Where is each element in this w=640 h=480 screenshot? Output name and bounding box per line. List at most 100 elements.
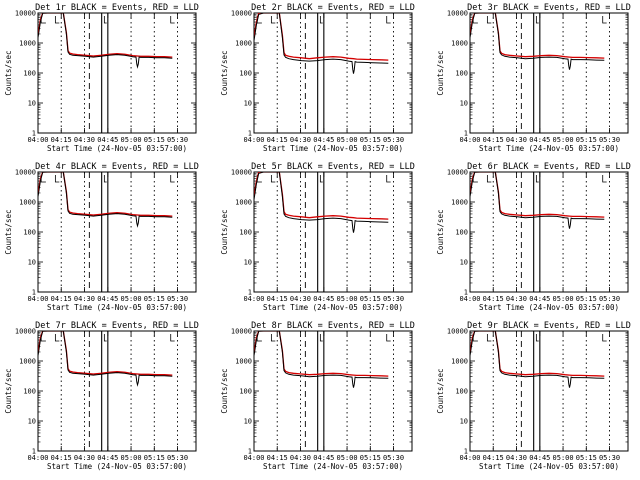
- panel-det-2: Det 2r BLACK = Events, RED = LLD 1 10 100 10…: [220, 3, 415, 153]
- plot-frame: [253, 330, 413, 452]
- x-tick-label: 04:30: [506, 295, 527, 303]
- interval-bracket: [270, 16, 276, 24]
- x-tick-label: 04:45: [313, 136, 334, 144]
- series-line-lld: [38, 331, 173, 376]
- interval-bracket: [319, 175, 323, 183]
- interval-bracket: [319, 334, 323, 342]
- panel-title: Det 1r BLACK = Events, RED = LLD: [35, 3, 199, 13]
- y-tick-label: 1000: [19, 358, 36, 366]
- interval-bracket: [170, 16, 175, 24]
- y-axis-label: Counts/sec: [4, 50, 13, 95]
- y-tick-label: 10: [244, 418, 252, 426]
- y-tick-label: 1000: [451, 358, 468, 366]
- interval-bracket: [270, 175, 276, 183]
- y-tick-label: 1000: [235, 358, 252, 366]
- series-line-lld: [470, 331, 605, 377]
- y-axis-label: Counts/sec: [436, 209, 445, 254]
- y-tick-label: 10000: [231, 328, 252, 336]
- x-tick-label: 04:00: [27, 454, 48, 462]
- series-line-events: [38, 13, 173, 69]
- x-tick-label: 05:30: [599, 136, 620, 144]
- plot-frame: [253, 171, 413, 293]
- y-tick-label: 10: [244, 100, 252, 108]
- series-line-events: [470, 13, 605, 70]
- interval-bracket: [386, 334, 391, 342]
- x-axis-label: Start Time (24-Nov-05 03:57:00): [47, 144, 187, 153]
- y-tick-label: 1000: [235, 40, 252, 48]
- x-tick-label: 05:30: [167, 136, 188, 144]
- series-line-lld: [254, 13, 389, 61]
- interval-bracket: [535, 334, 539, 342]
- y-tick-label: 100: [23, 229, 36, 237]
- x-tick-label: 04:30: [74, 295, 95, 303]
- y-tick-label: 1: [32, 448, 36, 456]
- y-tick-label: 10000: [15, 10, 36, 18]
- y-tick-label: 1: [32, 130, 36, 138]
- x-tick-label: 05:15: [360, 454, 381, 462]
- x-tick-label: 04:15: [483, 454, 504, 462]
- y-axis-label: Counts/sec: [436, 50, 445, 95]
- series-line-events: [254, 172, 389, 233]
- plot-frame: [37, 330, 197, 452]
- x-tick-label: 04:15: [483, 295, 504, 303]
- interval-bracket: [103, 334, 107, 342]
- panel-title: Det 2r BLACK = Events, RED = LLD: [251, 3, 415, 13]
- y-axis-label: Counts/sec: [436, 368, 445, 413]
- x-tick-label: 05:30: [167, 454, 188, 462]
- panel-det-5: Det 5r BLACK = Events, RED = LLD 1 10 100 10…: [220, 162, 415, 312]
- interval-bracket: [486, 175, 492, 183]
- interval-bracket: [270, 334, 276, 342]
- y-tick-label: 1000: [235, 199, 252, 207]
- x-tick-label: 04:45: [529, 136, 550, 144]
- series-line-lld: [254, 331, 389, 377]
- y-tick-label: 1: [464, 448, 468, 456]
- interval-bracket: [386, 16, 391, 24]
- y-tick-label: 1: [464, 289, 468, 297]
- y-tick-label: 10000: [15, 328, 36, 336]
- x-tick-label: 05:00: [121, 295, 142, 303]
- plot-frame: [253, 12, 413, 134]
- x-tick-label: 04:00: [243, 454, 264, 462]
- y-axis-label: Counts/sec: [220, 50, 229, 95]
- interval-bracket: [54, 334, 60, 342]
- series-line-events: [38, 331, 173, 387]
- x-axis-label: Start Time (24-Nov-05 03:57:00): [479, 303, 619, 312]
- series-line-lld: [470, 13, 605, 59]
- x-tick-label: 05:00: [553, 295, 574, 303]
- x-tick-label: 04:45: [97, 136, 118, 144]
- y-tick-label: 100: [455, 388, 468, 396]
- y-tick-label: 1: [248, 130, 252, 138]
- series-line-events: [254, 13, 389, 74]
- x-tick-label: 05:00: [337, 295, 358, 303]
- y-tick-label: 100: [239, 388, 252, 396]
- x-tick-label: 04:15: [267, 454, 288, 462]
- y-tick-label: 100: [239, 70, 252, 78]
- interval-bracket: [170, 175, 175, 183]
- x-tick-label: 04:45: [97, 295, 118, 303]
- x-tick-label: 04:45: [97, 454, 118, 462]
- interval-bracket: [319, 16, 323, 24]
- x-tick-label: 05:15: [576, 454, 597, 462]
- series-line-lld: [38, 172, 173, 217]
- y-tick-label: 100: [455, 70, 468, 78]
- interval-bracket: [602, 175, 607, 183]
- panel-title: Det 5r BLACK = Events, RED = LLD: [251, 162, 415, 172]
- y-axis-label: Counts/sec: [220, 209, 229, 254]
- series-line-lld: [254, 172, 389, 220]
- y-tick-label: 1000: [451, 199, 468, 207]
- y-tick-label: 10000: [231, 169, 252, 177]
- panel-det-6: Det 6r BLACK = Events, RED = LLD 1 10 100 10…: [436, 162, 631, 312]
- interval-bracket: [486, 16, 492, 24]
- x-tick-label: 05:00: [337, 136, 358, 144]
- panel-det-3: Det 3r BLACK = Events, RED = LLD 1 10 100 10…: [436, 3, 631, 153]
- x-tick-label: 04:30: [506, 136, 527, 144]
- x-tick-label: 05:00: [553, 454, 574, 462]
- interval-bracket: [602, 334, 607, 342]
- series-line-events: [38, 172, 173, 228]
- y-tick-label: 1000: [19, 40, 36, 48]
- interval-bracket: [535, 16, 539, 24]
- panel-det-1: Det 1r BLACK = Events, RED = LLD 1 10 100 10…: [4, 3, 199, 153]
- x-tick-label: 04:15: [51, 136, 72, 144]
- y-tick-label: 1: [464, 130, 468, 138]
- y-tick-label: 10: [28, 259, 36, 267]
